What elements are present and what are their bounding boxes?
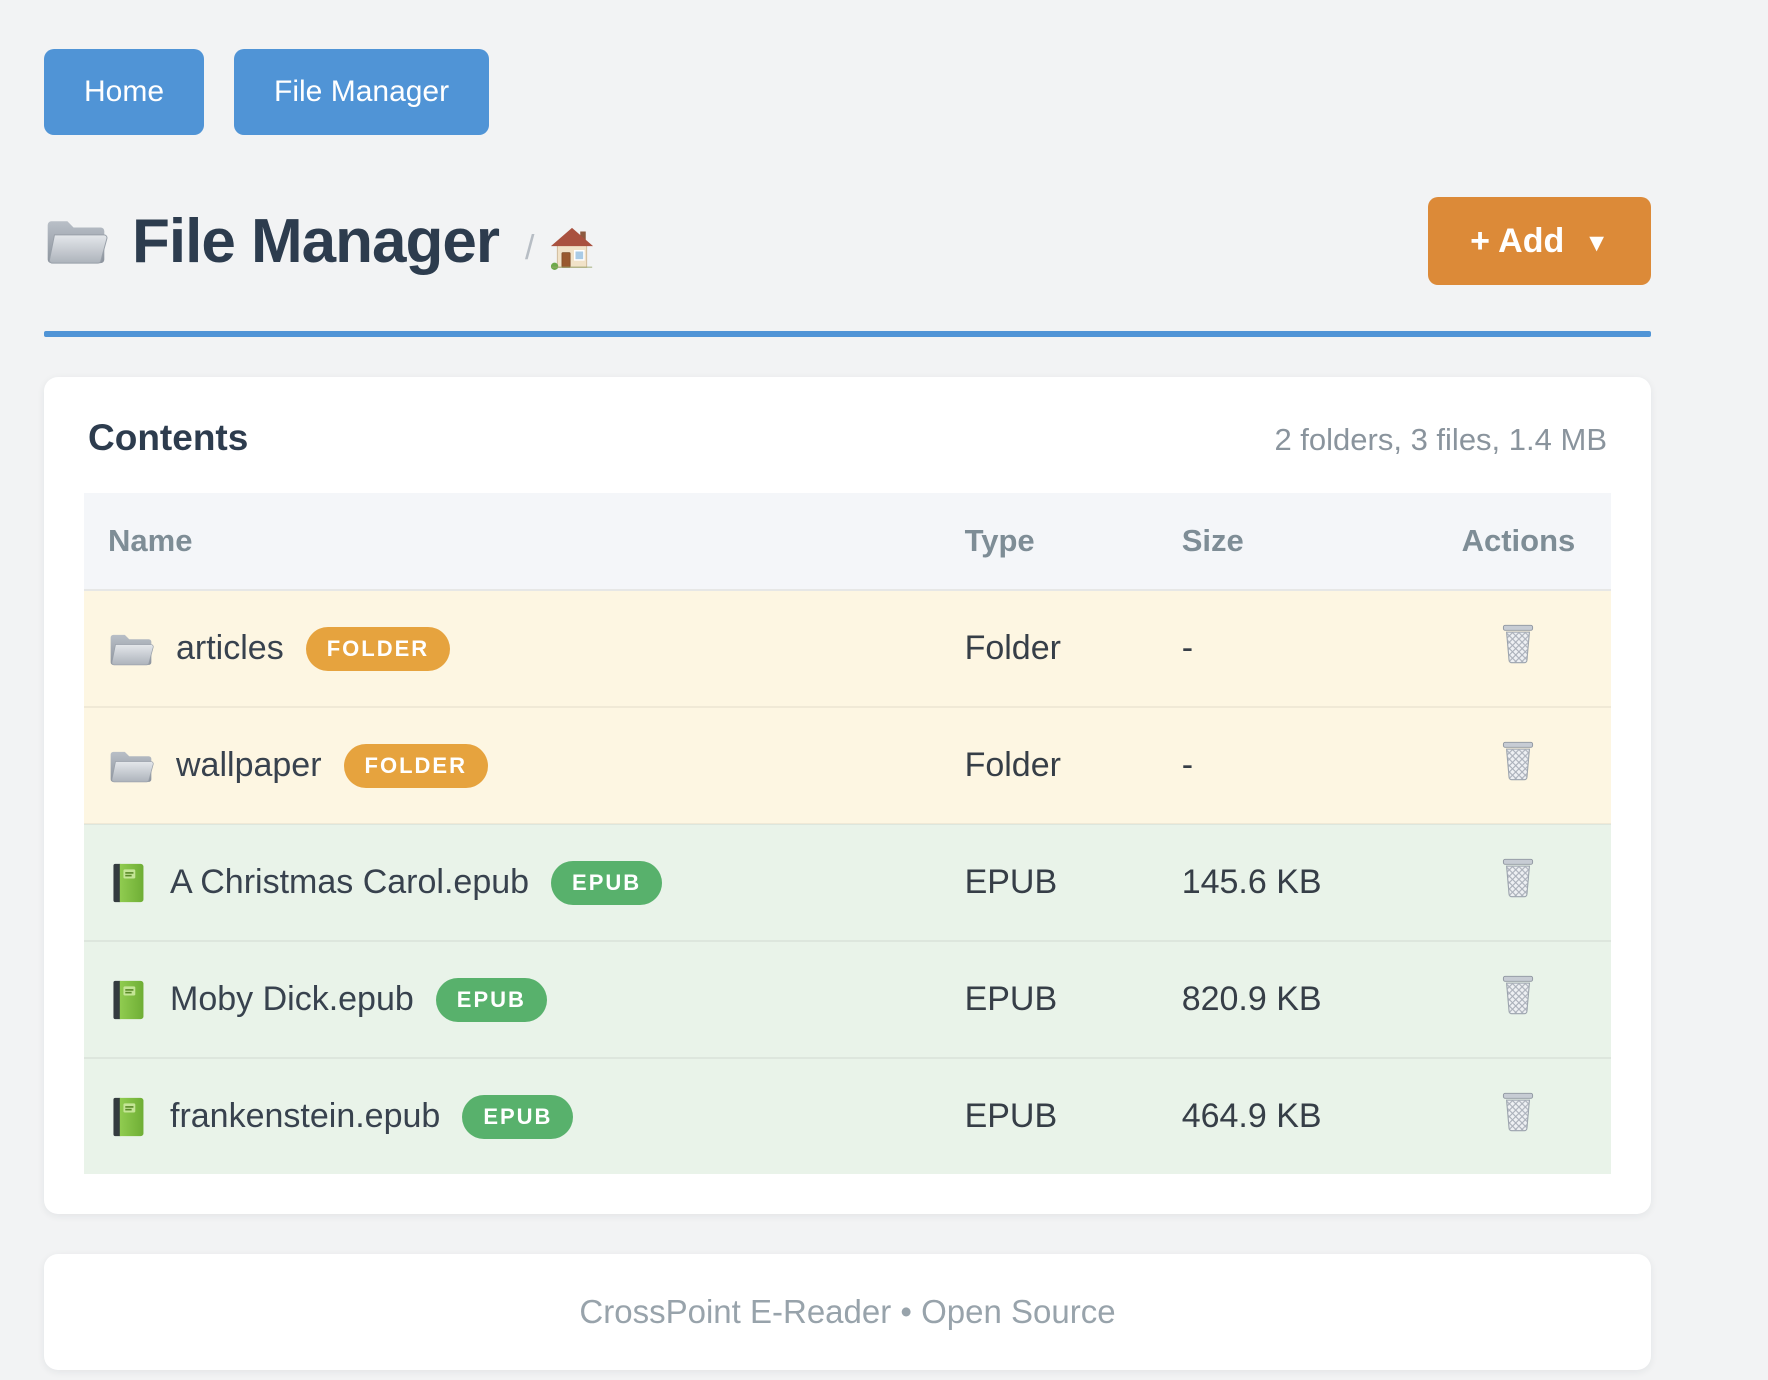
contents-table: Name Type Size Actions articles FOLDER: [84, 493, 1611, 1174]
delete-button[interactable]: [1499, 857, 1537, 899]
entry-type: EPUB: [964, 823, 1182, 941]
contents-heading: Contents: [88, 417, 249, 458]
column-header-actions: Actions: [1425, 493, 1611, 591]
entry-name[interactable]: A Christmas Carol.epub: [170, 863, 530, 901]
name-cell: articles FOLDER: [84, 626, 965, 671]
name-cell: wallpaper FOLDER: [84, 743, 965, 788]
book-icon: [108, 978, 148, 1022]
folder-icon: [108, 747, 154, 785]
entry-name[interactable]: articles: [176, 629, 284, 667]
type-badge: FOLDER: [343, 743, 488, 788]
contents-card-header: Contents 2 folders, 3 files, 1.4 MB: [84, 417, 1611, 459]
trash-icon: [1499, 1091, 1537, 1133]
trash-icon: [1499, 623, 1537, 665]
book-icon: [108, 1095, 148, 1139]
trash-icon: [1499, 740, 1537, 782]
type-badge: EPUB: [551, 860, 663, 905]
entry-size: -: [1181, 706, 1426, 824]
entry-name[interactable]: wallpaper: [176, 746, 322, 784]
table-row: articles FOLDER Folder -: [84, 590, 1611, 707]
top-nav: Home File Manager: [44, 49, 1651, 135]
page: Home File Manager File Manager /: [44, 0, 1651, 1370]
entry-type: EPUB: [964, 1057, 1182, 1174]
page-title: File Manager: [132, 206, 500, 276]
name-cell: A Christmas Carol.epub EPUB: [84, 860, 965, 905]
column-header-name: Name: [84, 493, 965, 591]
type-badge: EPUB: [462, 1094, 574, 1139]
book-icon: [108, 861, 148, 905]
trash-icon: [1499, 974, 1537, 1016]
type-badge: EPUB: [435, 977, 547, 1022]
page-header: File Manager / + Add ▼: [44, 197, 1651, 285]
table-row: A Christmas Carol.epub EPUB EPUB 145.6 K…: [84, 823, 1611, 941]
type-badge: FOLDER: [305, 626, 451, 671]
entry-size: 145.6 KB: [1181, 823, 1426, 941]
header-divider: [44, 331, 1651, 337]
folder-icon: [44, 215, 108, 267]
table-row: Moby Dick.epub EPUB EPUB 820.9 KB: [84, 940, 1611, 1058]
nav-file-manager-button[interactable]: File Manager: [234, 49, 490, 135]
add-button-label: + Add: [1470, 221, 1565, 260]
entry-size: -: [1181, 590, 1426, 707]
entry-type: EPUB: [964, 940, 1182, 1058]
column-header-size: Size: [1181, 493, 1426, 591]
delete-button[interactable]: [1499, 1091, 1537, 1133]
table-row: frankenstein.epub EPUB EPUB 464.9 KB: [84, 1057, 1611, 1174]
delete-button[interactable]: [1499, 974, 1537, 1016]
trash-icon: [1499, 857, 1537, 899]
add-button[interactable]: + Add ▼: [1428, 197, 1651, 285]
contents-table-head: Name Type Size Actions: [84, 493, 1611, 591]
footer-card: CrossPoint E-Reader • Open Source: [44, 1254, 1651, 1370]
name-cell: Moby Dick.epub EPUB: [84, 977, 965, 1022]
contents-card: Contents 2 folders, 3 files, 1.4 MB Name…: [44, 377, 1651, 1214]
title-wrap: File Manager /: [44, 206, 594, 277]
folder-icon: [108, 630, 154, 668]
entry-name[interactable]: Moby Dick.epub: [170, 980, 414, 1018]
table-row: wallpaper FOLDER Folder -: [84, 706, 1611, 824]
entry-type: Folder: [964, 706, 1182, 824]
house-icon[interactable]: [550, 226, 594, 270]
chevron-down-icon: ▼: [1584, 228, 1609, 257]
contents-table-body: articles FOLDER Folder -: [84, 590, 1611, 1174]
delete-button[interactable]: [1499, 740, 1537, 782]
contents-summary: 2 folders, 3 files, 1.4 MB: [1274, 422, 1607, 457]
column-header-type: Type: [964, 493, 1182, 591]
breadcrumb-separator: /: [525, 228, 535, 267]
footer-text: CrossPoint E-Reader • Open Source: [579, 1293, 1116, 1330]
delete-button[interactable]: [1499, 623, 1537, 665]
nav-home-button[interactable]: Home: [44, 49, 205, 135]
breadcrumb: /: [525, 226, 594, 270]
name-cell: frankenstein.epub EPUB: [84, 1094, 965, 1139]
entry-name[interactable]: frankenstein.epub: [170, 1097, 441, 1135]
entry-size: 464.9 KB: [1181, 1057, 1426, 1174]
entry-type: Folder: [964, 590, 1182, 707]
entry-size: 820.9 KB: [1181, 940, 1426, 1058]
